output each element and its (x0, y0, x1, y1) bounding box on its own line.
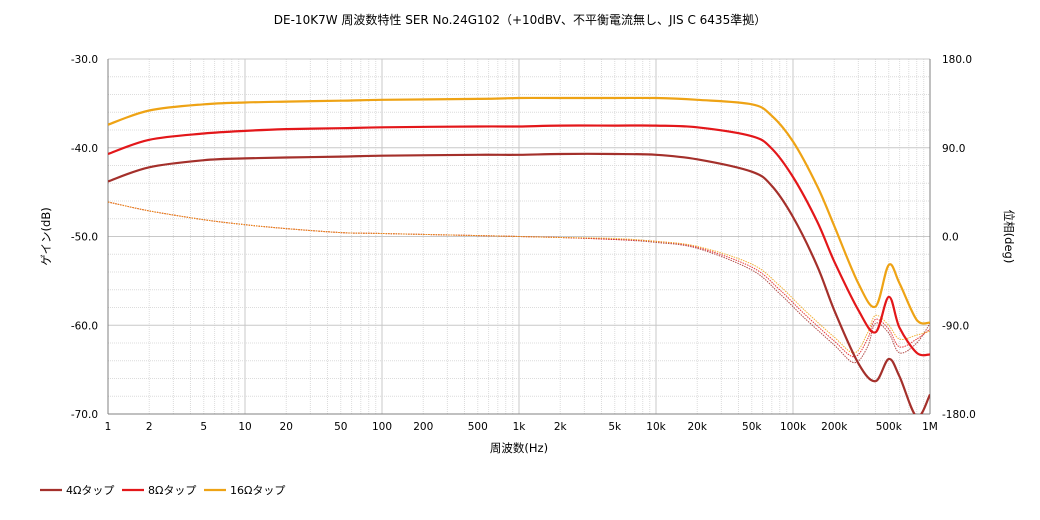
y-tick-label: -70.0 (71, 409, 98, 421)
plot-grid (107, 58, 930, 415)
x-tick-label: 50 (334, 421, 347, 433)
chart-title: DE-10K7W 周波数特性 SER No.24G102（+10dBV、不平衡電… (274, 12, 766, 27)
legend-label-2: 8Ωタップ (148, 484, 196, 497)
x-tick-label: 2k (554, 421, 568, 433)
y-tick-label: -60.0 (71, 320, 98, 332)
x-tick-label: 10k (646, 421, 666, 433)
x-tick-label: 20 (280, 421, 293, 433)
x-axis-label: 周波数(Hz) (490, 441, 548, 455)
x-tick-label: 1k (513, 421, 527, 433)
y2-tick-label: 0.0 (942, 232, 959, 244)
y-tick-label: -30.0 (71, 54, 98, 66)
y2-tick-label: -180.0 (942, 409, 976, 421)
y-tick-label: -40.0 (71, 143, 98, 155)
x-tick-label: 1M (922, 421, 938, 433)
plot-axes (107, 59, 931, 415)
legend-label-3: 16Ωタップ (230, 484, 285, 497)
gain-line-2 (108, 124, 930, 357)
x-tick-label: 100k (780, 421, 807, 433)
x-tick-label: 5k (608, 421, 622, 433)
x-tick-label: 500 (468, 421, 488, 433)
gain-line-3 (108, 96, 930, 325)
gain-line-1 (108, 152, 930, 414)
y-axis-label: ゲイン(dB) (39, 207, 53, 265)
legend-label-1: 4Ωタップ (66, 484, 114, 497)
x-tick-label: 200k (821, 421, 848, 433)
x-tick-label: 5 (200, 421, 207, 433)
phase-line-3 (108, 201, 930, 354)
plot-series (108, 96, 930, 414)
x-tick-label: 500k (876, 421, 903, 433)
tick-labels: 1 2 5 10 20 50 100 200 500 1k 2k 5k 10k 20k 50k 100k 200… (71, 54, 976, 433)
x-tick-label: 100 (372, 421, 392, 433)
y2-tick-label: 90.0 (942, 143, 965, 155)
y2-axis-label: 位相(deg) (1002, 210, 1016, 264)
x-tick-label: 10 (238, 421, 251, 433)
x-tick-label: 1 (105, 421, 112, 433)
y-tick-label: -50.0 (71, 232, 98, 244)
y2-tick-label: -90.0 (942, 320, 969, 332)
x-tick-label: 2 (146, 421, 153, 433)
x-tick-label: 200 (413, 421, 433, 433)
x-tick-label: 20k (688, 421, 708, 433)
legend: 4Ωタップ 8Ωタップ 16Ωタップ (40, 484, 285, 497)
y2-tick-label: 180.0 (942, 54, 972, 66)
x-tick-label: 50k (742, 421, 762, 433)
